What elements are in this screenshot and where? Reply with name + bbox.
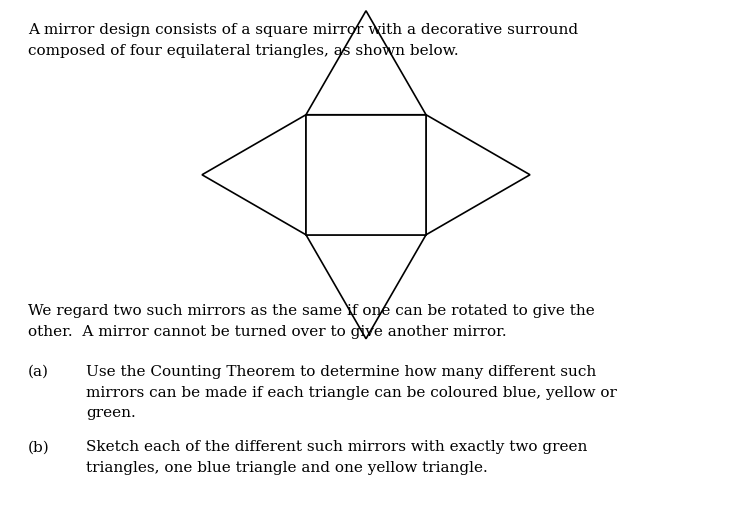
Text: green.: green.: [86, 407, 136, 420]
Text: triangles, one blue triangle and one yellow triangle.: triangles, one blue triangle and one yel…: [86, 461, 488, 475]
Text: (b): (b): [28, 440, 50, 454]
Text: Sketch each of the different such mirrors with exactly two green: Sketch each of the different such mirror…: [86, 440, 588, 454]
Text: (a): (a): [28, 365, 49, 379]
Polygon shape: [306, 115, 426, 235]
Text: Use the Counting Theorem to determine how many different such: Use the Counting Theorem to determine ho…: [86, 365, 597, 379]
Text: A mirror design consists of a square mirror with a decorative surround: A mirror design consists of a square mir…: [28, 23, 578, 37]
Text: composed of four equilateral triangles, as shown below.: composed of four equilateral triangles, …: [28, 44, 458, 58]
Text: mirrors can be made if each triangle can be coloured blue, yellow or: mirrors can be made if each triangle can…: [86, 386, 617, 400]
Text: We regard two such mirrors as the same if one can be rotated to give the: We regard two such mirrors as the same i…: [28, 304, 594, 318]
Text: other.  A mirror cannot be turned over to give another mirror.: other. A mirror cannot be turned over to…: [28, 325, 507, 339]
